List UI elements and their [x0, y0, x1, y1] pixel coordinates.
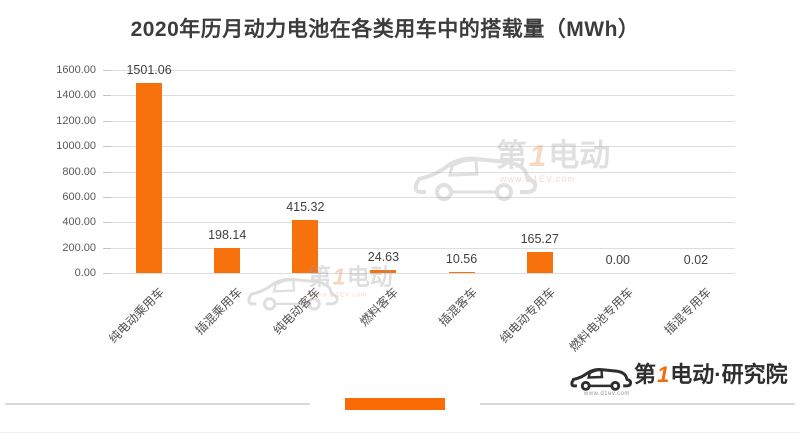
y-axis-tick-label: 600.00 [62, 190, 96, 203]
footer-divider-left [5, 403, 310, 405]
footer-brand-text: 第1电动·研究院 [634, 362, 788, 387]
chart-bar [136, 82, 163, 273]
y-axis-tick [103, 95, 111, 97]
bar-value-label: 10.56 [445, 251, 478, 266]
gridline [110, 273, 735, 274]
y-axis-tick [103, 222, 111, 224]
chart-bar [292, 220, 319, 273]
bar-value-label: 198.14 [208, 227, 247, 242]
bar-value-label: 415.32 [286, 200, 325, 215]
chart-bar [526, 252, 553, 273]
footer-divider-right [480, 403, 795, 405]
y-axis-tick-label: 1000.00 [56, 140, 96, 153]
y-axis-tick [103, 247, 111, 249]
y-axis-tick-label: 1200.00 [56, 114, 96, 127]
card-bottom-edge [0, 432, 800, 433]
y-axis-tick [103, 70, 111, 71]
bar-value-label: 1501.06 [126, 62, 172, 77]
bar-value-label: 0.02 [683, 253, 709, 267]
chart-title: 2020年历月动力电池在各类用车中的搭载量（MWh） [130, 18, 640, 41]
y-axis-tick [103, 171, 111, 173]
bar-value-label: 0.00 [605, 253, 630, 267]
y-axis-tick-label: 800.00 [62, 165, 96, 178]
y-axis-tick [103, 196, 111, 198]
gridline [110, 120, 735, 122]
y-axis-tick [103, 146, 111, 148]
y-axis-tick-label: 400.00 [62, 216, 96, 229]
gridline [110, 146, 735, 148]
gridline [110, 196, 735, 198]
car-logo-icon [570, 368, 632, 391]
gridline [110, 171, 735, 173]
y-axis-tick [103, 120, 111, 122]
y-axis-tick [103, 273, 111, 274]
gridline [110, 247, 735, 249]
footer-accent-bar [345, 398, 445, 410]
bar-value-label: 24.63 [367, 249, 400, 264]
gridline [110, 222, 735, 224]
chart-bar [370, 269, 397, 273]
y-axis-tick-label: 200.00 [62, 241, 96, 254]
chart-bar [448, 271, 475, 273]
y-axis-tick-label: 1400.00 [56, 89, 96, 102]
footer-brand-site-text: www.d1ev.com [584, 391, 630, 397]
y-axis-tick-label: 1600.00 [56, 64, 96, 76]
y-axis-tick-label: 0.00 [74, 267, 96, 279]
gridline [110, 95, 735, 97]
chart-bar [214, 247, 241, 273]
bar-value-label: 165.27 [520, 232, 559, 247]
gridline [110, 70, 735, 71]
